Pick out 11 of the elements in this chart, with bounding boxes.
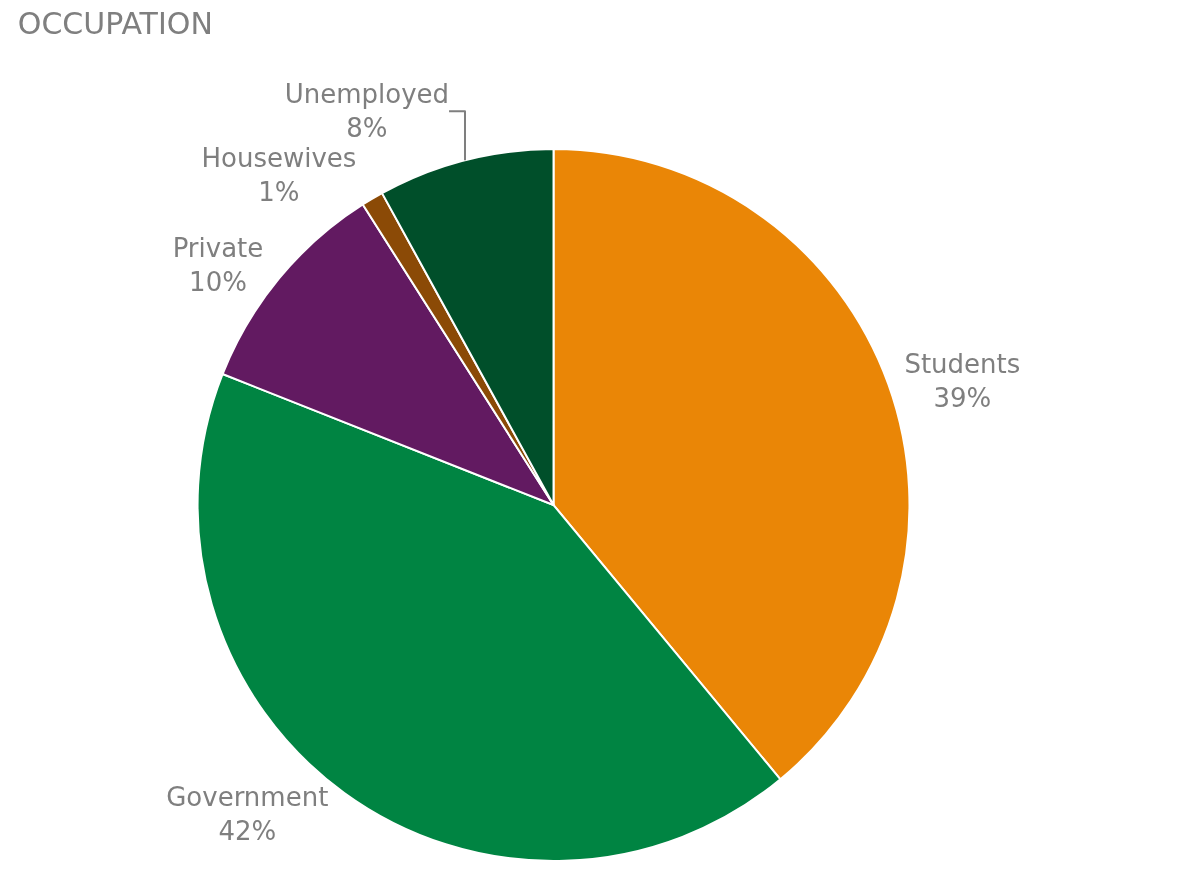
slice-label: Housewives: [201, 143, 357, 174]
slice-label: Unemployed: [284, 79, 450, 110]
data-label: 10%: [189, 267, 247, 298]
chart-title: OCCUPATION: [17, 6, 213, 42]
data-label: 42%: [218, 815, 277, 846]
data-label: 1%: [258, 176, 300, 207]
data-label: 39%: [933, 382, 992, 413]
slice-label: Students: [904, 348, 1021, 379]
slice-label: Private: [172, 233, 264, 264]
data-label: 8%: [346, 113, 388, 144]
slice-label: Government: [166, 782, 329, 812]
